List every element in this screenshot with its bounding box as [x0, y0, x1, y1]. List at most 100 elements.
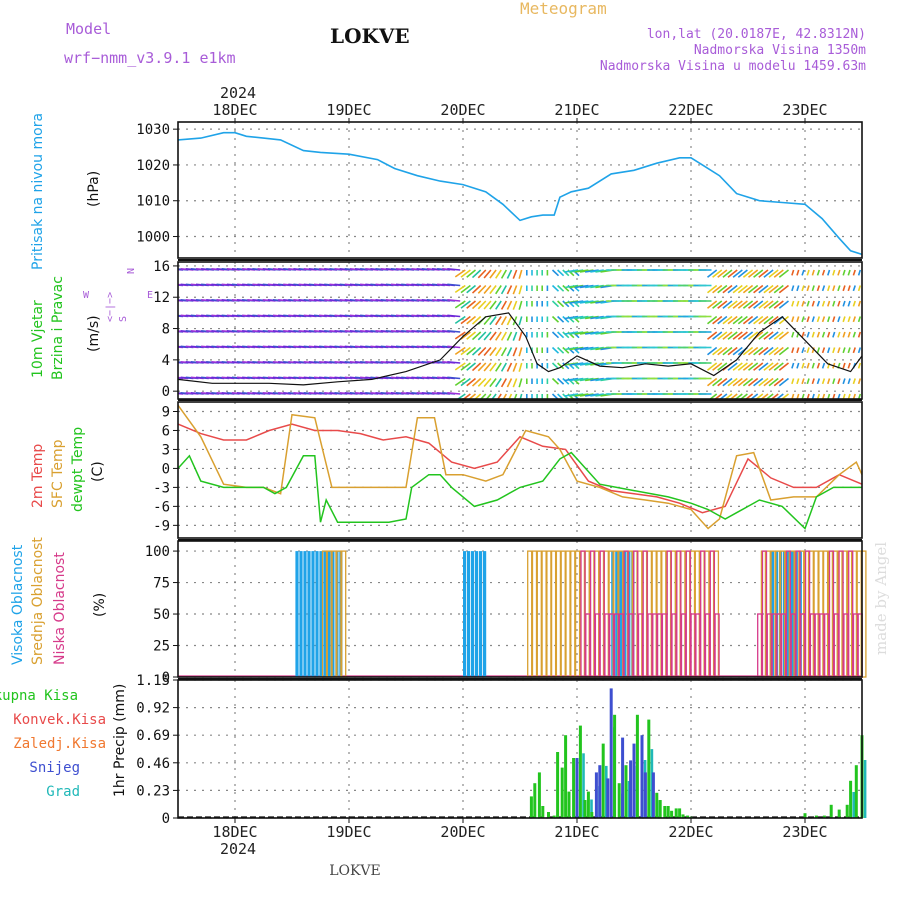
panel-bg: [178, 122, 862, 258]
wind-barb: [717, 377, 728, 387]
bottom-date-label: 22DEC: [668, 823, 713, 841]
elevation-text: Nadmorska Visina 1350m: [694, 43, 866, 58]
wind-barb: [827, 378, 831, 385]
wind-barb: [791, 285, 795, 292]
y-tick-label: 0.46: [136, 756, 170, 772]
wind-barb: [852, 331, 856, 338]
y-tick-label: 12: [153, 290, 170, 306]
precip-bar: [575, 758, 579, 818]
cloud-high-bar: [623, 551, 627, 677]
wind-barb: [821, 362, 826, 369]
wind-barb: [489, 347, 497, 357]
wind-barb: [821, 285, 826, 292]
wind-barb: [755, 393, 764, 399]
precip-bar: [822, 815, 826, 818]
wind-barb: [491, 393, 497, 399]
sfc-temp-line: [177, 404, 863, 530]
precip-bar: [529, 796, 533, 818]
wind-barb: [722, 315, 733, 325]
wind-barb: [557, 377, 565, 385]
top-date-axis: 18DEC 19DEC 20DEC 21DEC 22DEC 23DEC: [212, 101, 828, 122]
wind-barb: [557, 331, 565, 339]
wind-barb: [551, 284, 560, 292]
wind-barb: [832, 300, 836, 307]
wind-barb: [460, 331, 471, 340]
wind-panel: 0 4 8 12 16: [153, 259, 863, 400]
wind-barb: [857, 378, 862, 385]
wind-barb: [744, 393, 754, 399]
model-label: Model: [66, 20, 111, 38]
precip-bar: [560, 767, 564, 818]
wind-barb: [816, 316, 821, 323]
precip-bar-secondary: [852, 792, 855, 818]
wind-barb: [557, 284, 565, 292]
y-tick-label: 0: [162, 461, 170, 477]
location-title: LOKVE: [330, 24, 410, 48]
wind-barb: [460, 315, 471, 325]
wind-barb: [796, 285, 800, 292]
wind-barb: [732, 362, 743, 371]
wind-barb: [753, 346, 764, 356]
wind-barb: [506, 362, 513, 372]
wind-barb: [773, 284, 784, 294]
wind-barb: [712, 269, 723, 278]
wind-barb: [460, 346, 471, 356]
wind-barb: [551, 300, 560, 308]
wind-barb: [737, 269, 748, 278]
pressure-line: [177, 131, 863, 256]
y-tick-label: 3: [162, 442, 170, 458]
wind-barb: [742, 284, 754, 294]
wind-barb: [832, 285, 836, 292]
wind-barb: [758, 362, 769, 371]
cloud-high-bar: [315, 551, 319, 677]
y-tick-label: 4: [162, 353, 170, 369]
wind-barb: [842, 378, 846, 385]
cloud-high-bar: [475, 551, 479, 677]
wind-barb: [827, 316, 831, 323]
wind-barb: [466, 346, 477, 356]
wind-barb: [483, 362, 492, 372]
wind-barb: [506, 378, 513, 388]
wind-barb: [821, 378, 826, 385]
wind-barb: [837, 269, 841, 276]
wind-barb: [717, 315, 728, 325]
wind-barb: [707, 315, 718, 325]
wind-barb: [737, 300, 748, 309]
wind-barb: [489, 378, 497, 388]
cloud-high-bar: [483, 551, 487, 677]
wind-barb: [551, 269, 560, 277]
wind-barb: [468, 393, 477, 399]
wind-barb: [801, 285, 805, 292]
wind-barb: [832, 269, 836, 276]
model-name: wrf−nmm_v3.9.1 e1km: [64, 49, 236, 67]
wind-barb: [811, 331, 815, 338]
wind-barb: [471, 346, 482, 356]
wind-barb: [842, 300, 846, 307]
compass-n: N: [124, 268, 135, 274]
wind-barb: [732, 346, 743, 356]
wind-barb: [732, 300, 743, 309]
cloud-name-2: Srednja Oblacnost: [30, 537, 46, 665]
wind-barb: [796, 378, 800, 385]
precip-bar: [621, 737, 625, 818]
wind-barb: [506, 285, 513, 295]
wind-barb: [454, 331, 466, 340]
precip-legend-item: Snijeg: [29, 760, 80, 776]
wind-barb: [842, 269, 846, 276]
wind-barb: [724, 393, 733, 399]
wind-barb: [778, 331, 789, 340]
precip-unit: 1hr Precip (mm): [112, 684, 128, 797]
wind-barb: [768, 315, 779, 325]
wind-barb: [734, 393, 743, 399]
wind-barb: [712, 362, 723, 371]
wind-barb: [483, 269, 492, 279]
top-date-label: 20DEC: [440, 101, 485, 119]
wind-barb: [454, 362, 466, 371]
wind-barb: [827, 269, 831, 276]
wind-barb: [778, 315, 789, 325]
wind-barb: [551, 315, 560, 323]
precip-bar: [564, 735, 568, 818]
pressure-name: Pritisak na nivou mora: [30, 113, 46, 270]
y-tick-label: 1020: [136, 158, 170, 174]
wind-barb: [518, 269, 523, 279]
